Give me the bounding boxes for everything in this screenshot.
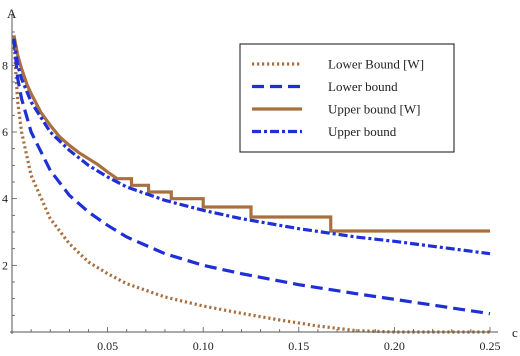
x-tick-label: 0.25 <box>480 339 501 353</box>
legend-label-1: Lower Bound [W] <box>328 57 424 72</box>
x-axis-label: c <box>512 325 518 340</box>
y-tick-label: 6 <box>2 125 8 139</box>
y-axis-label: A <box>7 6 17 21</box>
legend-box <box>239 43 455 153</box>
y-tick-label: 8 <box>2 58 8 72</box>
series-line-4 <box>12 38 491 256</box>
y-ticks: 2 4 6 8 <box>2 31 17 316</box>
plot-area <box>12 35 491 334</box>
legend: Lower Bound [W] Lower bound Upper bound [W… <box>239 43 455 153</box>
legend-label-3: Upper bound [W] <box>328 102 420 117</box>
x-tick-label: 0.15 <box>288 339 309 353</box>
series-line-1 <box>12 41 490 334</box>
axes: 0.05 0.10 0.15 0.20 0.25 2 4 6 8 c A <box>2 6 518 353</box>
series-line-3 <box>12 35 490 233</box>
legend-label-4: Upper bound <box>328 124 397 139</box>
y-tick-label: 2 <box>2 258 8 272</box>
x-tick-label: 0.05 <box>97 339 118 353</box>
legend-items: Lower Bound [W] Lower bound Upper bound [W… <box>252 57 424 139</box>
x-ticks: 0.05 0.10 0.15 0.20 0.25 <box>30 327 501 353</box>
series-line-2 <box>12 38 491 316</box>
legend-label-2: Lower bound <box>328 79 398 94</box>
y-tick-label: 4 <box>2 192 8 206</box>
x-tick-label: 0.20 <box>384 339 405 353</box>
x-tick-label: 0.10 <box>193 339 214 353</box>
